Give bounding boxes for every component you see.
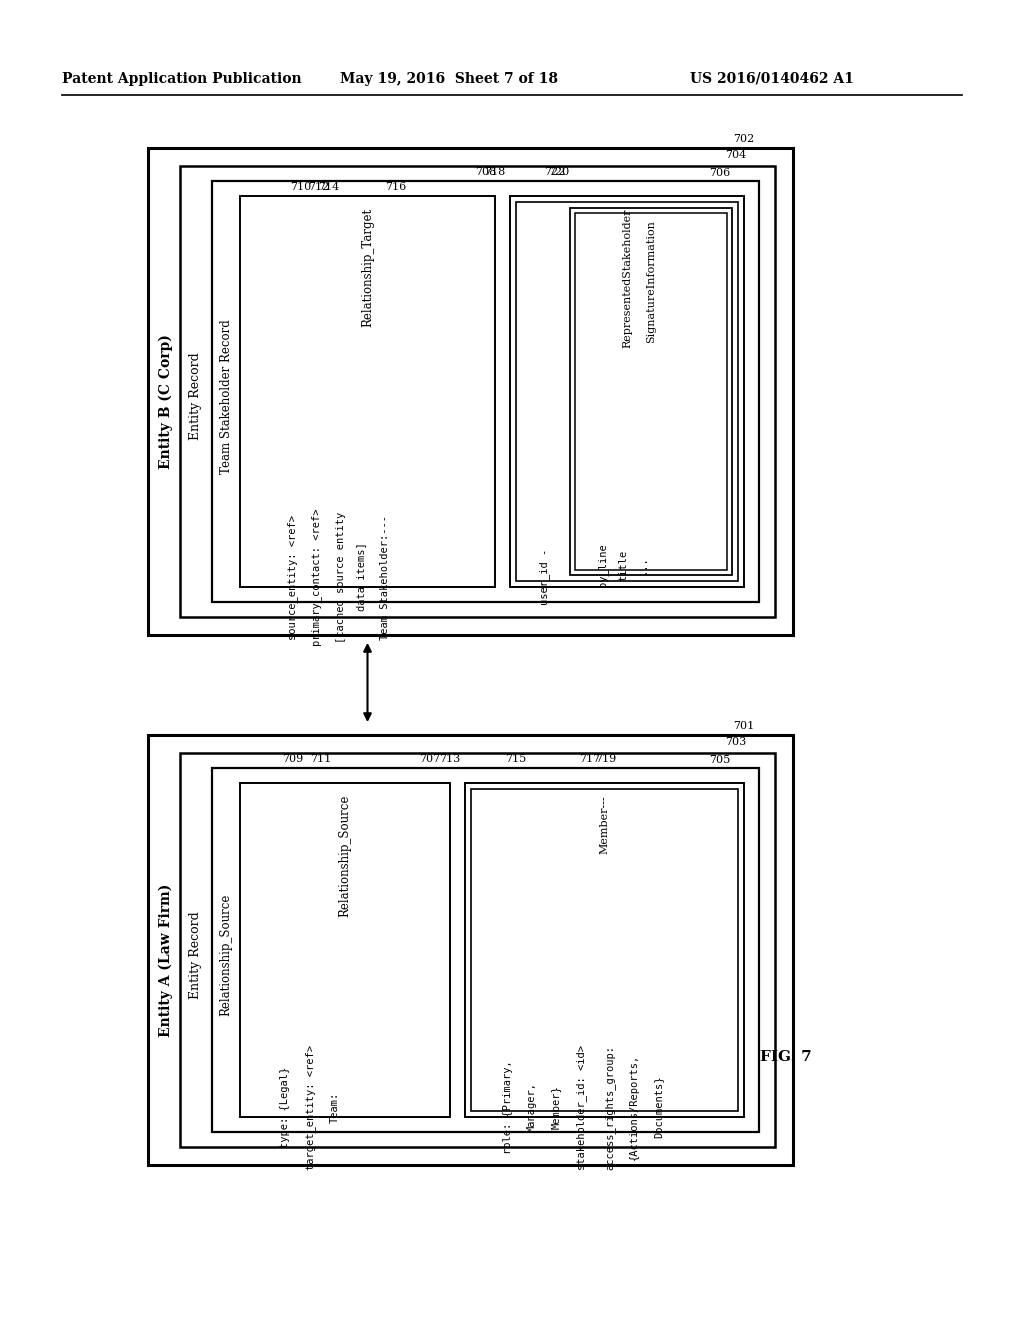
Bar [240, 195, 495, 587]
Bar [148, 148, 793, 635]
Text: {Actions/Reports,: {Actions/Reports, [629, 1053, 639, 1160]
Text: 712: 712 [308, 182, 330, 191]
Text: ...: ... [638, 556, 648, 574]
Text: SignatureInformation: SignatureInformation [646, 220, 656, 343]
Bar [471, 789, 738, 1111]
Text: Team Stakeholder:---: Team Stakeholder:--- [380, 515, 390, 639]
Text: access_rights_group:: access_rights_group: [604, 1044, 615, 1170]
Text: 711: 711 [310, 754, 331, 764]
Text: type: {Legal}: type: {Legal} [280, 1067, 290, 1147]
Text: 705: 705 [709, 755, 730, 766]
Bar [180, 166, 775, 616]
Text: 715: 715 [505, 754, 526, 764]
Text: Entity B (C Corp): Entity B (C Corp) [159, 334, 173, 469]
Text: 716: 716 [385, 182, 407, 191]
Text: 714: 714 [318, 182, 339, 191]
Text: Documents}: Documents} [653, 1076, 663, 1138]
Text: primary_contact: <ref>: primary_contact: <ref> [311, 508, 322, 645]
Bar [570, 209, 732, 576]
Text: role: {Primary,: role: {Primary, [503, 1060, 513, 1154]
Text: 717: 717 [579, 754, 600, 764]
Text: Entity Record: Entity Record [189, 911, 203, 999]
Text: user_id -: user_id - [539, 549, 550, 605]
Text: Entity Record: Entity Record [189, 352, 203, 441]
Bar [148, 735, 793, 1166]
Text: source_entity: <ref>: source_entity: <ref> [287, 515, 298, 639]
Text: target_entity: <ref>: target_entity: <ref> [305, 1044, 316, 1170]
Text: stakeholder_id: <id>: stakeholder_id: <id> [577, 1044, 587, 1170]
Text: 719: 719 [595, 754, 616, 764]
Text: Entity A (Law Firm): Entity A (Law Firm) [159, 883, 173, 1036]
Text: Member---: Member--- [599, 795, 609, 854]
Text: 706: 706 [709, 168, 730, 178]
Text: Member}: Member} [551, 1085, 561, 1129]
Bar [240, 783, 450, 1117]
Bar [516, 202, 738, 581]
Text: Manager,: Manager, [527, 1082, 537, 1133]
Text: 704: 704 [725, 150, 746, 160]
Text: Relationship_Source: Relationship_Source [219, 894, 232, 1016]
Text: 708: 708 [475, 168, 497, 177]
Text: RepresentedStakeholder: RepresentedStakeholder [622, 209, 632, 347]
Text: US 2016/0140462 A1: US 2016/0140462 A1 [690, 73, 854, 86]
Text: 701: 701 [733, 721, 755, 731]
Text: 710: 710 [290, 182, 311, 191]
Text: 703: 703 [725, 737, 746, 747]
Text: 720: 720 [548, 168, 569, 177]
Text: 718: 718 [483, 168, 505, 177]
Text: Patent Application Publication: Patent Application Publication [62, 73, 302, 86]
Bar [465, 783, 744, 1117]
Text: 709: 709 [282, 754, 303, 764]
Text: 722: 722 [544, 168, 565, 177]
Text: Team:: Team: [330, 1092, 340, 1122]
Text: data items]: data items] [356, 543, 366, 611]
Bar [575, 213, 727, 570]
Bar [212, 768, 759, 1133]
Text: Relationship_Source: Relationship_Source [339, 795, 351, 917]
Text: [cached source entity: [cached source entity [336, 511, 346, 643]
Bar [180, 752, 775, 1147]
Text: FIG. 7: FIG. 7 [760, 1049, 812, 1064]
Text: Team Stakeholder Record: Team Stakeholder Record [219, 319, 232, 474]
Text: by_line: by_line [597, 543, 608, 587]
Text: 713: 713 [438, 754, 460, 764]
Text: May 19, 2016  Sheet 7 of 18: May 19, 2016 Sheet 7 of 18 [340, 73, 558, 86]
Bar [212, 181, 759, 602]
Text: title: title [618, 549, 628, 581]
Text: Relationship_Target: Relationship_Target [361, 209, 374, 327]
Text: 707: 707 [419, 754, 440, 764]
Bar [510, 195, 744, 587]
Text: 702: 702 [733, 135, 755, 144]
